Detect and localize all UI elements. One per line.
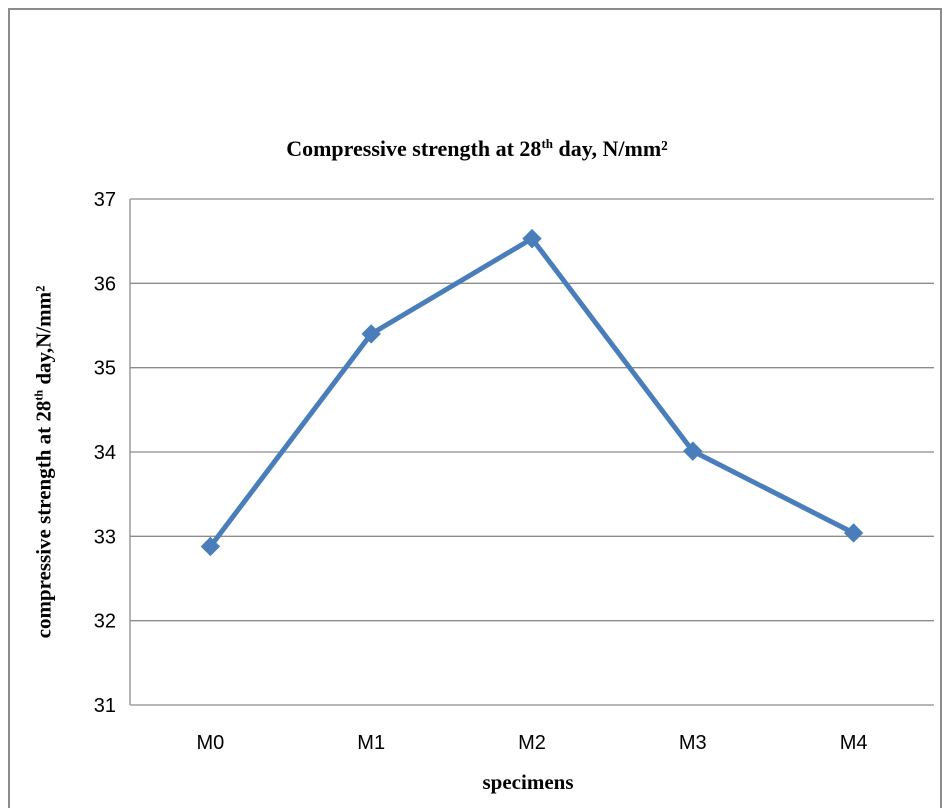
y-tick-label: 36 [94,273,116,295]
x-tick-label: M2 [518,732,546,754]
y-tick-label: 32 [94,611,116,633]
x-tick-label: M4 [840,732,868,754]
data-point-marker [845,524,863,542]
x-tick-label: M3 [679,732,707,754]
y-tick-label: 33 [94,526,116,548]
y-tick-labels: 31 32 33 34 35 36 37 [94,189,116,717]
y-tick-label: 37 [94,189,116,211]
series-line [210,239,853,547]
x-tick-label: M1 [357,732,385,754]
line-chart: 31 32 33 34 35 36 37 M0 M1 M2 M3 M4 [10,10,944,802]
y-tick-label: 34 [94,442,116,464]
y-tick-label: 35 [94,358,116,380]
gridlines [130,199,934,621]
y-tick-label: 31 [94,695,116,717]
x-tick-labels: M0 M1 M2 M3 M4 [197,732,868,754]
x-tick-label: M0 [197,732,225,754]
data-series [201,230,862,556]
chart-frame: Compressive strength at 28th day, N/mm² … [8,8,942,808]
